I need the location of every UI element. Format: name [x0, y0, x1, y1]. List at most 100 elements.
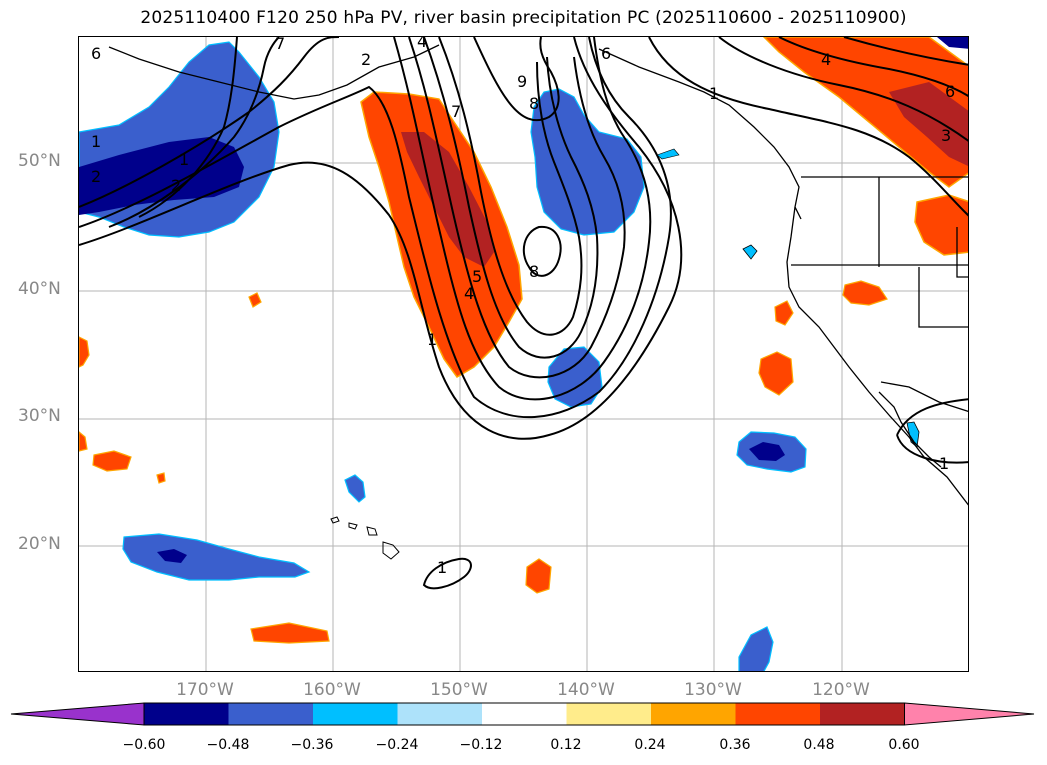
contour-label: 4 [464, 284, 474, 303]
contour-label: 9 [517, 72, 527, 91]
pv-contour-9 [438, 37, 583, 336]
colorbar-tick-label: 0.36 [719, 737, 751, 753]
pv-contour-13 [718, 37, 968, 142]
lon-label-150w: 150°W [430, 680, 488, 700]
negative-pc-shading [79, 37, 968, 671]
coastline-bc-pnw [786, 206, 968, 506]
contour-label: 3 [941, 126, 951, 145]
pv-contour-10 [522, 225, 562, 277]
lon-label-140w: 140°W [557, 680, 615, 700]
pv-contour-5 [138, 37, 238, 218]
contour-label: 8 [529, 94, 539, 113]
pos-small-west-edge-a [79, 336, 90, 368]
pv-contour-3 [79, 37, 340, 208]
colorbar-tick-label: −0.60 [122, 737, 166, 753]
map-title: 2025110400 F120 250 hPa PV, river basin … [140, 8, 907, 28]
colorbar-segment [397, 703, 483, 725]
colorbar-segment [566, 703, 652, 725]
colorbar-tick-label: −0.36 [290, 737, 334, 753]
coastlines [108, 44, 968, 506]
pv-contour-2 [79, 37, 672, 419]
coastline-baja [878, 391, 942, 468]
coastline-alaska-aleutians [108, 44, 440, 100]
coastline-alaska-south [598, 48, 802, 220]
island-maui [366, 526, 378, 536]
pos-core-northeast-band [889, 82, 968, 167]
contour-label: 6 [945, 82, 955, 101]
neg-small-hawaii [344, 474, 366, 503]
pos-small-coast-a [774, 300, 794, 326]
colorbar-tick-label: −0.48 [206, 737, 250, 753]
pv-contour-18 [896, 434, 968, 464]
pv-contour-7 [408, 37, 626, 379]
map-panel[interactable]: 6 7 1 2 1 2 2 4 7 1 5 4 9 8 6 8 4 6 3 1 … [78, 36, 969, 672]
neg-core-subtropical-west [157, 549, 187, 563]
border-us-mexico [880, 381, 968, 413]
island-big-island [382, 541, 400, 560]
contour-label: 8 [529, 262, 539, 281]
contour-label: 1 [709, 84, 719, 103]
lon-label-130w: 130°W [684, 680, 742, 700]
contour-label: 7 [275, 37, 285, 53]
neg-core-east-patch [749, 442, 785, 461]
neg-region-subtropical-west [122, 533, 311, 581]
lon-label-160w: 160°W [303, 680, 361, 700]
colorbar-border [143, 702, 905, 726]
pv-contour-6 [393, 37, 652, 401]
colorbar-tick-label: 0.24 [634, 737, 666, 753]
colorbar-tick-label: 0.60 [888, 737, 920, 753]
contour-label: 1 [939, 454, 949, 473]
colorbar-segment [228, 703, 314, 725]
contour-label: 5 [472, 267, 482, 286]
island-kauai [330, 516, 340, 524]
contour-label: 6 [601, 44, 611, 63]
pv-contours [79, 37, 968, 590]
island-oahu [348, 522, 358, 530]
colorbar-segment [313, 703, 398, 725]
contour-label: 7 [451, 102, 461, 121]
contour-label: 2 [171, 176, 181, 195]
lat-label-20n: 20°N [18, 534, 61, 554]
pos-small-oregon [842, 280, 888, 306]
colorbar [10, 702, 1035, 726]
pv-contour-4 [108, 37, 280, 228]
lon-label-170w: 170°W [176, 680, 234, 700]
pos-small-south-a [525, 558, 552, 594]
colorbar-segments [10, 702, 1035, 726]
contour-label: 1 [427, 330, 437, 349]
pv-contour-17 [896, 398, 968, 436]
contour-label: 2 [361, 50, 371, 69]
neg-small-coast [742, 244, 758, 260]
neg-small-south [738, 626, 774, 671]
contour-label: 1 [91, 132, 101, 151]
pv-contour-1 [79, 37, 683, 440]
pv-contour-14 [778, 37, 968, 97]
map-canvas: 6 7 1 2 1 2 2 4 7 1 5 4 9 8 6 8 4 6 3 1 … [79, 37, 968, 671]
colorbar-tick-label: 0.48 [803, 737, 835, 753]
contour-label: 2 [91, 167, 101, 186]
colorbar-extend-high [904, 702, 1035, 726]
colorbar-segment [651, 703, 736, 725]
lat-label-50n: 50°N [18, 151, 61, 171]
colorbar-segment [735, 703, 821, 725]
contour-label: 1 [179, 150, 189, 169]
border-states-4 [956, 227, 968, 278]
contour-label: 1 [437, 558, 447, 577]
contour-label: 4 [417, 37, 427, 51]
pos-small-mid [156, 472, 166, 484]
colorbar-extend-low [10, 702, 145, 726]
pos-small-coast-b [758, 351, 794, 396]
hawaii-islands [330, 516, 400, 560]
colorbar-tick-label: 0.12 [550, 737, 582, 753]
neg-small-mid-north [656, 148, 680, 160]
pos-region-east-edge [914, 194, 968, 256]
pv-contour-8 [423, 37, 599, 359]
pos-small-west-b [248, 292, 262, 308]
pos-small-west-a [92, 450, 132, 472]
contour-label: 6 [91, 44, 101, 63]
pv-contour-12 [648, 37, 968, 217]
lat-label-30n: 30°N [18, 406, 61, 426]
pv-contour-15 [843, 37, 968, 66]
colorbar-segment [820, 703, 905, 725]
pos-region-northeast-band [762, 37, 968, 188]
